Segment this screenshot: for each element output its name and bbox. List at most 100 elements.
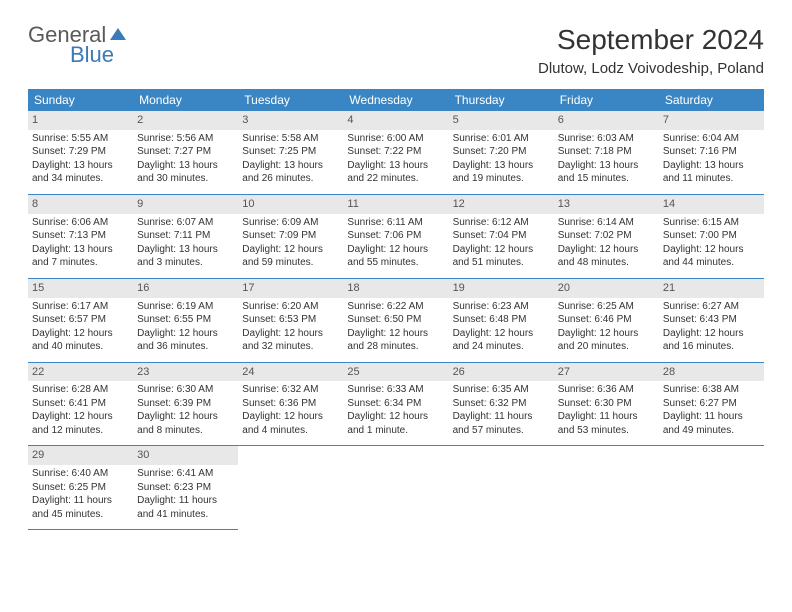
sunrise-text: Sunrise: 6:06 AM [32, 216, 129, 230]
daylight-text: Daylight: 12 hours and 12 minutes. [32, 410, 129, 437]
sunset-text: Sunset: 7:27 PM [137, 145, 234, 159]
weekday-header-row: SundayMondayTuesdayWednesdayThursdayFrid… [28, 89, 764, 111]
daylight-text: Daylight: 12 hours and 55 minutes. [347, 243, 444, 270]
daylight-text: Daylight: 13 hours and 15 minutes. [558, 159, 655, 186]
sunrise-text: Sunrise: 6:00 AM [347, 132, 444, 146]
weekday-header: Tuesday [238, 89, 343, 111]
sunrise-text: Sunrise: 6:33 AM [347, 383, 444, 397]
empty-cell [343, 446, 448, 530]
sunrise-text: Sunrise: 6:40 AM [32, 467, 129, 481]
sunrise-text: Sunrise: 6:04 AM [663, 132, 760, 146]
sunrise-text: Sunrise: 6:38 AM [663, 383, 760, 397]
sunset-text: Sunset: 6:53 PM [242, 313, 339, 327]
empty-cell [449, 446, 554, 530]
day-number: 16 [133, 279, 238, 298]
sunset-text: Sunset: 6:32 PM [453, 397, 550, 411]
day-cell: 1Sunrise: 5:55 AMSunset: 7:29 PMDaylight… [28, 111, 133, 194]
sunset-text: Sunset: 6:46 PM [558, 313, 655, 327]
weekday-header: Monday [133, 89, 238, 111]
calendar-row: 15Sunrise: 6:17 AMSunset: 6:57 PMDayligh… [28, 278, 764, 362]
sunrise-text: Sunrise: 6:17 AM [32, 300, 129, 314]
day-cell: 22Sunrise: 6:28 AMSunset: 6:41 PMDayligh… [28, 362, 133, 446]
day-cell: 9Sunrise: 6:07 AMSunset: 7:11 PMDaylight… [133, 194, 238, 278]
day-number: 6 [554, 111, 659, 130]
day-cell: 6 Sunrise: 6:03 AMSunset: 7:18 PMDaylight… [554, 111, 659, 194]
sunrise-text: Sunrise: 6:22 AM [347, 300, 444, 314]
sunset-text: Sunset: 6:23 PM [137, 481, 234, 495]
day-number: 10 [238, 195, 343, 214]
sunrise-text: Sunrise: 6:32 AM [242, 383, 339, 397]
sunrise-text: Sunrise: 6:23 AM [453, 300, 550, 314]
sunrise-text: Sunrise: 6:03 AM [558, 132, 655, 146]
calendar-body: 1Sunrise: 5:55 AMSunset: 7:29 PMDaylight… [28, 111, 764, 530]
sunrise-text: Sunrise: 6:41 AM [137, 467, 234, 481]
sunset-text: Sunset: 6:36 PM [242, 397, 339, 411]
day-cell: 2Sunrise: 5:56 AMSunset: 7:27 PMDaylight… [133, 111, 238, 194]
sunset-text: Sunset: 6:34 PM [347, 397, 444, 411]
day-number: 21 [659, 279, 764, 298]
day-cell: 17 Sunrise: 6:20 AMSunset: 6:53 PMDayligh… [238, 278, 343, 362]
sunset-text: Sunset: 6:48 PM [453, 313, 550, 327]
sunset-text: Sunset: 7:25 PM [242, 145, 339, 159]
sunset-text: Sunset: 6:41 PM [32, 397, 129, 411]
day-number: 20 [554, 279, 659, 298]
day-number: 17 [238, 279, 343, 298]
daylight-text: Daylight: 12 hours and 40 minutes. [32, 327, 129, 354]
day-number: 30 [133, 446, 238, 465]
day-cell: 30Sunrise: 6:41 AMSunset: 6:23 PMDayligh… [133, 446, 238, 530]
day-cell: 28Sunrise: 6:38 AMSunset: 6:27 PMDayligh… [659, 362, 764, 446]
sunrise-text: Sunrise: 6:07 AM [137, 216, 234, 230]
day-number: 19 [449, 279, 554, 298]
empty-cell [238, 446, 343, 530]
daylight-text: Daylight: 12 hours and 32 minutes. [242, 327, 339, 354]
daylight-text: Daylight: 12 hours and 1 minute. [347, 410, 444, 437]
sunrise-text: Sunrise: 6:30 AM [137, 383, 234, 397]
daylight-text: Daylight: 12 hours and 16 minutes. [663, 327, 760, 354]
daylight-text: Daylight: 11 hours and 53 minutes. [558, 410, 655, 437]
day-cell: 20 Sunrise: 6:25 AMSunset: 6:46 PMDayligh… [554, 278, 659, 362]
daylight-text: Daylight: 12 hours and 36 minutes. [137, 327, 234, 354]
day-number: 14 [659, 195, 764, 214]
sunrise-text: Sunrise: 6:20 AM [242, 300, 339, 314]
daylight-text: Daylight: 12 hours and 20 minutes. [558, 327, 655, 354]
sunrise-text: Sunrise: 6:25 AM [558, 300, 655, 314]
day-number: 15 [28, 279, 133, 298]
sunset-text: Sunset: 6:39 PM [137, 397, 234, 411]
sunrise-text: Sunrise: 6:28 AM [32, 383, 129, 397]
sunset-text: Sunset: 6:57 PM [32, 313, 129, 327]
calendar-row: 22Sunrise: 6:28 AMSunset: 6:41 PMDayligh… [28, 362, 764, 446]
daylight-text: Daylight: 13 hours and 19 minutes. [453, 159, 550, 186]
month-title: September 2024 [538, 24, 764, 56]
empty-cell [554, 446, 659, 530]
day-cell: 25Sunrise: 6:33 AMSunset: 6:34 PMDayligh… [343, 362, 448, 446]
calendar-row: 29Sunrise: 6:40 AMSunset: 6:25 PMDayligh… [28, 446, 764, 530]
sunset-text: Sunset: 7:18 PM [558, 145, 655, 159]
day-cell: 5Sunrise: 6:01 AMSunset: 7:20 PMDaylight… [449, 111, 554, 194]
day-number: 28 [659, 363, 764, 382]
day-cell: 3Sunrise: 5:58 AMSunset: 7:25 PMDaylight… [238, 111, 343, 194]
daylight-text: Daylight: 12 hours and 48 minutes. [558, 243, 655, 270]
day-cell: 29Sunrise: 6:40 AMSunset: 6:25 PMDayligh… [28, 446, 133, 530]
weekday-header: Wednesday [343, 89, 448, 111]
daylight-text: Daylight: 12 hours and 28 minutes. [347, 327, 444, 354]
daylight-text: Daylight: 12 hours and 44 minutes. [663, 243, 760, 270]
day-number: 29 [28, 446, 133, 465]
day-number: 12 [449, 195, 554, 214]
sunset-text: Sunset: 7:29 PM [32, 145, 129, 159]
day-number: 11 [343, 195, 448, 214]
day-number: 13 [554, 195, 659, 214]
day-cell: 24Sunrise: 6:32 AMSunset: 6:36 PMDayligh… [238, 362, 343, 446]
day-cell: 26Sunrise: 6:35 AMSunset: 6:32 PMDayligh… [449, 362, 554, 446]
day-cell: 12Sunrise: 6:12 AMSunset: 7:04 PMDayligh… [449, 194, 554, 278]
calendar-row: 1Sunrise: 5:55 AMSunset: 7:29 PMDaylight… [28, 111, 764, 194]
day-number: 23 [133, 363, 238, 382]
day-number: 3 [238, 111, 343, 130]
daylight-text: Daylight: 11 hours and 57 minutes. [453, 410, 550, 437]
day-number: 24 [238, 363, 343, 382]
sunset-text: Sunset: 7:09 PM [242, 229, 339, 243]
sunrise-text: Sunrise: 6:12 AM [453, 216, 550, 230]
daylight-text: Daylight: 12 hours and 8 minutes. [137, 410, 234, 437]
sunrise-text: Sunrise: 6:15 AM [663, 216, 760, 230]
day-cell: 14Sunrise: 6:15 AMSunset: 7:00 PMDayligh… [659, 194, 764, 278]
day-cell: 13Sunrise: 6:14 AMSunset: 7:02 PMDayligh… [554, 194, 659, 278]
